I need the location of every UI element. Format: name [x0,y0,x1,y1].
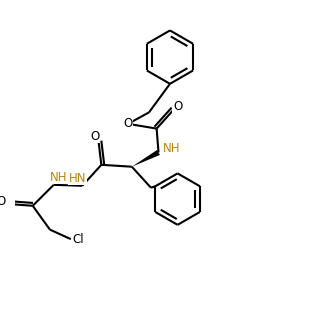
Text: Cl: Cl [73,232,84,246]
Text: NH: NH [50,171,67,184]
Text: O: O [0,194,6,207]
Polygon shape [132,150,160,167]
Text: HN: HN [69,172,86,185]
Text: NH: NH [163,142,181,155]
Text: O: O [173,100,182,113]
Text: O: O [90,130,99,143]
Text: O: O [123,117,133,130]
